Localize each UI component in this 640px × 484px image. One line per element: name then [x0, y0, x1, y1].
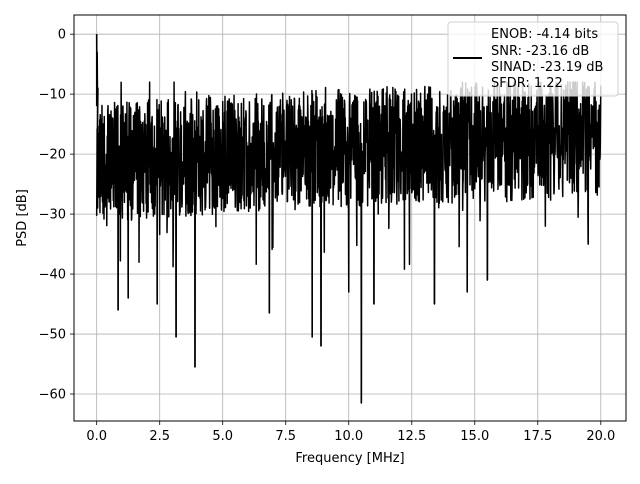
x-tick-label: 0.0	[86, 429, 107, 444]
plot-frame	[73, 14, 627, 422]
x-tick-label: 12.5	[397, 429, 426, 444]
x-tick-label: 17.5	[523, 429, 552, 444]
y-axis-label: PSD [dB]	[15, 189, 30, 247]
x-tick-label: 7.5	[275, 429, 296, 444]
plot-data	[95, 34, 602, 404]
y-tick-label: −10	[39, 88, 66, 103]
legend-snr: SNR: -23.16 dB	[491, 44, 589, 59]
legend-box	[447, 21, 619, 97]
y-tick-label: 0	[58, 28, 66, 43]
x-tick-label: 10.0	[334, 429, 363, 444]
y-tick-label: −50	[39, 328, 66, 343]
x-tick-label: 15.0	[460, 429, 489, 444]
x-tick-label: 20.0	[586, 429, 615, 444]
legend: ENOB: -4.14 bits SNR: -23.16 dB SINAD: -…	[447, 21, 619, 97]
axis-ticks: 0.0 2.5 5.0 7.5 10.0 12.5 15.0 17.5 20.0 0 −10 −20 −…	[39, 28, 616, 444]
y-tick-label: −60	[39, 388, 66, 403]
legend-enob: ENOB: -4.14 bits	[491, 27, 598, 42]
x-tick-label: 5.0	[212, 429, 233, 444]
legend-sfdr: SFDR: 1.22	[491, 76, 563, 91]
legend-sinad: SINAD: -23.19 dB	[491, 60, 603, 75]
x-tick-label: 2.5	[149, 429, 170, 444]
y-tick-label: −20	[39, 148, 66, 163]
y-tick-label: −40	[39, 268, 66, 283]
y-tick-label: −30	[39, 208, 66, 223]
x-axis-label: Frequency [MHz]	[295, 451, 404, 466]
